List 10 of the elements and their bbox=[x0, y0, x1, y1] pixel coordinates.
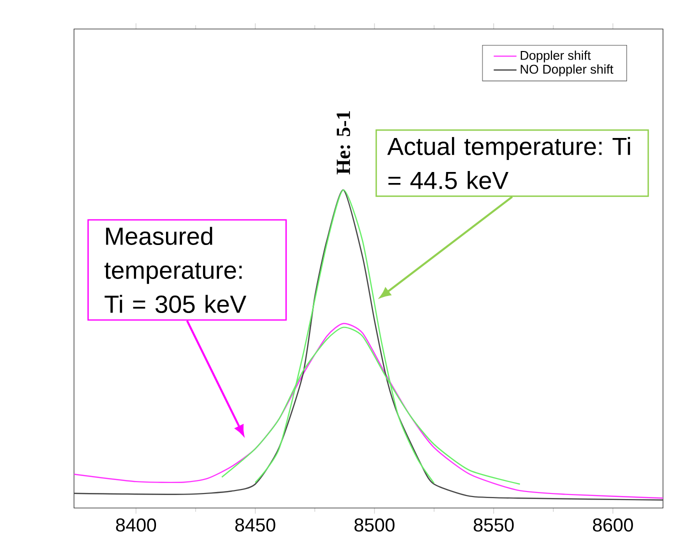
x-tick-label: 8500 bbox=[354, 518, 394, 532]
annotation: Measured temperature: Ti = 305 keV bbox=[104, 226, 246, 313]
text: Actual temperature: Ti = 44.5 keV bbox=[387, 137, 630, 190]
x-tick-label: 8450 bbox=[235, 518, 276, 532]
x-tick-label: 8600 bbox=[592, 518, 633, 532]
x-tick-label: 8550 bbox=[474, 518, 514, 532]
x-tick-label: 8400 bbox=[116, 518, 156, 532]
annotation: He: 5-1 bbox=[336, 111, 350, 174]
legend-label: NO Doppler shift bbox=[520, 64, 614, 76]
legend-label: Doppler shift bbox=[520, 50, 591, 62]
